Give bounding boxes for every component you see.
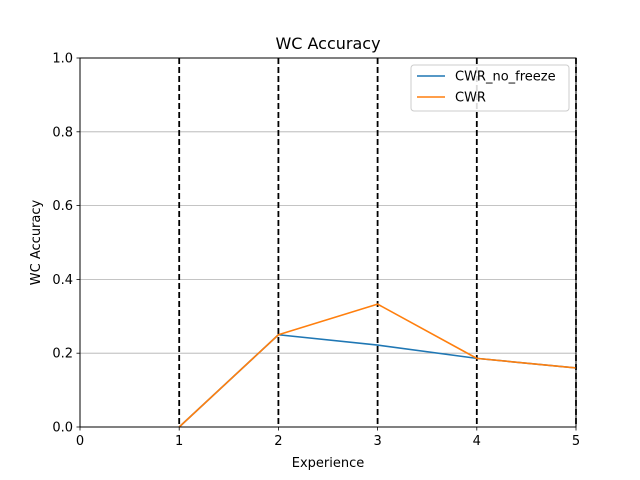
legend-label: CWR_no_freeze <box>455 70 556 85</box>
legend-label: CWR <box>455 91 486 106</box>
y-tick-label: 1.0 <box>52 52 73 67</box>
x-tick-label: 3 <box>373 434 381 449</box>
y-tick-label: 0.6 <box>52 199 73 214</box>
y-tick-label: 0.8 <box>52 125 73 140</box>
y-axis-title: WC Accuracy <box>29 199 44 285</box>
plot-frame <box>79 57 577 428</box>
chart-title: WC Accuracy <box>275 34 380 53</box>
x-tick-label: 1 <box>175 434 183 449</box>
legend-box <box>410 64 570 112</box>
x-tick-label: 4 <box>473 434 481 449</box>
y-tick-label: 0.4 <box>52 273 73 288</box>
x-tick-label: 0 <box>76 434 84 449</box>
y-tick-label: 0.0 <box>52 421 73 436</box>
legend: CWR_no_freeze CWR <box>410 64 570 112</box>
y-tick-label: 0.2 <box>52 347 73 362</box>
x-axis-title: Experience <box>292 456 365 471</box>
x-tick-label: 2 <box>274 434 282 449</box>
x-tick-label: 5 <box>572 434 580 449</box>
series-line-cwr <box>178 303 577 428</box>
series-layer <box>178 303 577 428</box>
tick-layer: 0.0 0.2 0.4 0.6 0.8 1.0 0 1 2 3 4 5 <box>52 52 580 450</box>
